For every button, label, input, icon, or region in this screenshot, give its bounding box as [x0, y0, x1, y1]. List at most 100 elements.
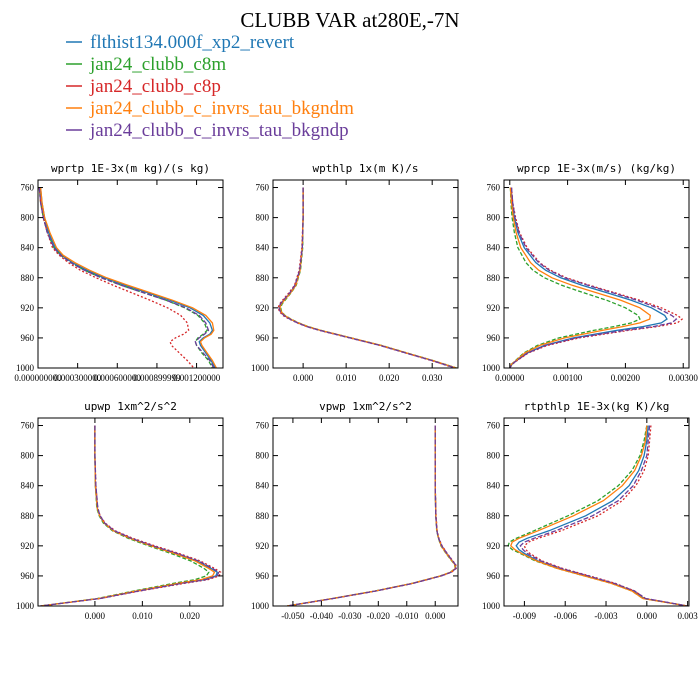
y-tick-label: 880: [256, 511, 270, 521]
series-line: [509, 187, 678, 368]
y-tick-label: 840: [256, 243, 270, 253]
x-tick-label: 0.00100: [553, 373, 583, 383]
series-line: [287, 425, 457, 606]
chart-panel: wpthlp 1x(m K)/s 760 800 840 880 920 960 1000 0.…: [251, 162, 459, 383]
y-tick-label: 840: [21, 243, 35, 253]
y-tick-label: 760: [21, 421, 35, 431]
x-tick-label: -0.006: [554, 611, 578, 621]
y-tick-label: 760: [487, 183, 501, 193]
x-tick-label: 0.001200000: [173, 373, 221, 383]
series-line: [38, 187, 195, 368]
x-tick-label: 0.030: [422, 373, 443, 383]
y-tick-label: 880: [256, 273, 270, 283]
x-tick-label: 0.000300000: [54, 373, 102, 383]
series-line: [279, 187, 457, 368]
y-tick-label: 1000: [16, 601, 35, 611]
series-line: [509, 187, 652, 368]
y-tick-label: 760: [256, 183, 270, 193]
x-tick-label: 0.00300: [669, 373, 699, 383]
y-tick-label: 920: [21, 541, 35, 551]
y-tick-label: 880: [487, 511, 501, 521]
y-tick-label: 800: [21, 213, 35, 223]
series-line: [515, 425, 688, 606]
y-tick-label: 880: [21, 273, 35, 283]
x-tick-label: 0.020: [180, 611, 201, 621]
series-line: [38, 187, 215, 368]
legend-label: flthist134.000f_xp2_revert: [90, 32, 295, 53]
panel-title: wpthlp 1x(m K)/s: [313, 162, 419, 175]
chart-panel: vpwp 1xm^2/s^2 760 800 840 880 920 960 1000 -0.0…: [251, 400, 459, 621]
x-tick-label: 0.010: [132, 611, 153, 621]
y-tick-label: 880: [487, 273, 501, 283]
plot-frame: [503, 417, 690, 607]
series-line: [39, 187, 217, 368]
plot-frame: [37, 417, 224, 607]
y-tick-label: 760: [256, 421, 270, 431]
x-tick-label: 0.020: [379, 373, 400, 383]
series-line: [40, 425, 210, 606]
y-tick-label: 800: [487, 213, 501, 223]
legend-label: jan24_clubb_c_invrs_tau_bkgndp: [89, 120, 349, 141]
x-tick-label: 0.000: [637, 611, 658, 621]
y-tick-label: 800: [21, 451, 35, 461]
series-line: [280, 187, 457, 368]
x-tick-label: 0.00000: [495, 373, 525, 383]
series-line: [40, 425, 219, 606]
y-tick-label: 960: [487, 333, 501, 343]
y-tick-label: 840: [487, 481, 501, 491]
x-tick-label: 0.010: [336, 373, 357, 383]
series-line: [40, 425, 220, 606]
y-tick-label: 840: [256, 481, 270, 491]
x-tick-label: 0.000: [425, 611, 446, 621]
x-tick-label: -0.030: [338, 611, 362, 621]
y-tick-label: 920: [256, 541, 270, 551]
series-line: [38, 187, 213, 368]
y-tick-label: 840: [487, 243, 501, 253]
x-tick-label: -0.050: [281, 611, 305, 621]
y-tick-label: 1000: [251, 363, 270, 373]
y-tick-label: 800: [487, 451, 501, 461]
series-line: [509, 187, 641, 368]
y-tick-label: 760: [21, 183, 35, 193]
legend-label: jan24_clubb_c8p: [89, 76, 221, 97]
legend-label: jan24_clubb_c_invrs_tau_bkgndm: [89, 98, 354, 119]
series-line: [277, 187, 455, 368]
plot-frame: [503, 179, 690, 369]
series-line: [509, 187, 668, 368]
y-tick-label: 920: [21, 303, 35, 313]
panel-title: wprcp 1E-3x(m/s) (kg/kg): [517, 162, 676, 175]
plot-frame: [272, 179, 459, 369]
chart-panel: upwp 1xm^2/s^2 760 800 840 880 920 960 1000 0.00…: [16, 400, 224, 621]
y-tick-label: 1000: [482, 601, 501, 611]
y-tick-label: 1000: [482, 363, 501, 373]
x-tick-label: 0.000000000: [14, 373, 62, 383]
y-tick-label: 800: [256, 451, 270, 461]
series-line: [39, 187, 216, 368]
x-tick-label: -0.009: [513, 611, 537, 621]
y-tick-label: 800: [256, 213, 270, 223]
panel-title: wprtp 1E-3x(m kg)/(s kg): [51, 162, 210, 175]
x-tick-label: -0.003: [594, 611, 618, 621]
y-tick-label: 920: [487, 541, 501, 551]
legend-label: jan24_clubb_c8m: [89, 54, 226, 75]
plot-frame: [272, 417, 459, 607]
series-line: [40, 425, 216, 606]
x-tick-label: 0.000600000: [94, 373, 142, 383]
panel-title: vpwp 1xm^2/s^2: [319, 400, 412, 413]
x-tick-label: 0.000: [293, 373, 314, 383]
x-tick-label: -0.040: [310, 611, 334, 621]
chart-panel: wprtp 1E-3x(m kg)/(s kg) 760 800 840 880 920 9…: [14, 162, 224, 383]
y-tick-label: 960: [21, 333, 35, 343]
series-line: [40, 425, 222, 606]
series-line: [509, 187, 684, 368]
y-tick-label: 1000: [16, 363, 35, 373]
x-tick-label: 0.00200: [611, 373, 641, 383]
series-line: [510, 425, 688, 606]
x-tick-label: -0.010: [395, 611, 419, 621]
y-tick-label: 1000: [251, 601, 270, 611]
plot-frame: [37, 179, 224, 369]
y-tick-label: 960: [256, 571, 270, 581]
y-tick-label: 760: [487, 421, 501, 431]
chart-panel: rtpthlp 1E-3x(kg K)/kg 760 800 840 880 920 960…: [482, 400, 698, 621]
